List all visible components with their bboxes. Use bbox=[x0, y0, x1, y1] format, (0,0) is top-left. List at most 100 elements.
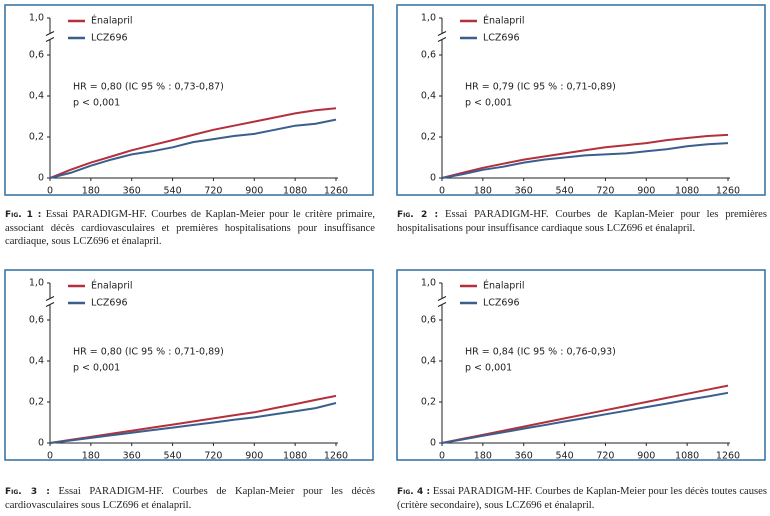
caption-text: Essai PARADIGM-HF. Courbes de Kaplan-Mei… bbox=[397, 486, 767, 511]
x-tick-label: 540 bbox=[556, 451, 574, 462]
legend-label: Énalapril bbox=[91, 280, 133, 292]
caption-label: Fig. 2 : bbox=[397, 210, 439, 220]
x-tick-label: 900 bbox=[245, 451, 263, 462]
legend-label: LCZ696 bbox=[91, 298, 128, 309]
x-tick-label: 0 bbox=[47, 186, 53, 197]
annotation: p < 0,001 bbox=[465, 98, 512, 109]
x-tick-label: 540 bbox=[556, 186, 574, 197]
annotation: HR = 0,79 (IC 95 % : 0,71-0,89) bbox=[465, 82, 616, 93]
legend-label: Énalapril bbox=[91, 15, 133, 27]
panel-border bbox=[396, 4, 766, 196]
y-tick-label: 0 bbox=[38, 438, 44, 449]
x-tick-label: 1080 bbox=[675, 186, 699, 197]
y-tick-label: 0,2 bbox=[421, 397, 436, 408]
x-tick-label: 180 bbox=[474, 451, 492, 462]
caption-text: Essai PARADIGM-HF. Courbes de Kaplan-Mei… bbox=[397, 209, 767, 234]
x-tick-label: 720 bbox=[596, 451, 614, 462]
legend-label: Énalapril bbox=[483, 280, 525, 292]
legend-label: LCZ696 bbox=[483, 33, 520, 44]
x-tick-label: 540 bbox=[164, 186, 182, 197]
caption-text: Essai PARADIGM-HF. Courbes de Kaplan-Mei… bbox=[5, 486, 375, 511]
annotation: HR = 0,84 (IC 95 % : 0,76-0,93) bbox=[465, 347, 616, 358]
caption: Fig. 2 : Essai PARADIGM-HF. Courbes de K… bbox=[397, 208, 767, 235]
y-tick-label: 1,0 bbox=[421, 278, 436, 289]
axis-break bbox=[437, 31, 447, 36]
line-series bbox=[49, 107, 337, 179]
line-series bbox=[441, 142, 729, 179]
panel-border bbox=[4, 269, 374, 461]
legend-label: LCZ696 bbox=[91, 33, 128, 44]
x-tick-label: 360 bbox=[123, 451, 141, 462]
x-tick-label: 360 bbox=[515, 451, 533, 462]
annotation: p < 0,001 bbox=[73, 363, 120, 374]
x-tick-label: 180 bbox=[474, 186, 492, 197]
axis-break bbox=[437, 302, 447, 307]
y-tick-label: 1,0 bbox=[29, 13, 44, 24]
line-series bbox=[441, 133, 729, 179]
x-tick-label: 0 bbox=[439, 451, 445, 462]
x-tick-label: 1260 bbox=[716, 186, 740, 197]
caption-label: Fig. 3 : bbox=[5, 487, 50, 497]
x-tick-label: 360 bbox=[515, 186, 533, 197]
legend-label: Énalapril bbox=[483, 15, 525, 27]
x-tick-label: 0 bbox=[439, 186, 445, 197]
y-tick-label: 0,4 bbox=[421, 356, 436, 367]
y-tick-label: 0,4 bbox=[421, 91, 436, 102]
x-tick-label: 1260 bbox=[324, 186, 348, 197]
caption-label: Fig. 4 : bbox=[397, 487, 431, 497]
axis-break bbox=[45, 296, 55, 301]
line-series bbox=[49, 394, 337, 444]
x-tick-label: 180 bbox=[82, 186, 100, 197]
x-tick-label: 180 bbox=[82, 451, 100, 462]
caption: Fig. 4 : Essai PARADIGM-HF. Courbes de K… bbox=[397, 485, 767, 512]
line-series bbox=[441, 384, 729, 444]
annotation: p < 0,001 bbox=[465, 363, 512, 374]
y-tick-label: 0,6 bbox=[29, 50, 44, 61]
x-tick-label: 1260 bbox=[324, 451, 348, 462]
y-tick-label: 1,0 bbox=[421, 13, 436, 24]
x-tick-label: 0 bbox=[47, 451, 53, 462]
x-tick-label: 900 bbox=[637, 451, 655, 462]
y-tick-label: 0,4 bbox=[29, 91, 44, 102]
y-tick-label: 0,6 bbox=[421, 50, 436, 61]
y-tick-label: 0,6 bbox=[29, 315, 44, 326]
x-tick-label: 720 bbox=[204, 451, 222, 462]
line-series bbox=[441, 391, 729, 444]
axis-break bbox=[45, 302, 55, 307]
annotation: HR = 0,80 (IC 95 % : 0,71-0,89) bbox=[73, 347, 224, 358]
panel-border bbox=[4, 4, 374, 196]
x-tick-label: 1080 bbox=[675, 451, 699, 462]
line-series bbox=[49, 402, 337, 444]
x-tick-label: 900 bbox=[637, 186, 655, 197]
x-tick-label: 720 bbox=[596, 186, 614, 197]
y-tick-label: 0,6 bbox=[421, 315, 436, 326]
y-tick-label: 0 bbox=[430, 438, 436, 449]
annotation: p < 0,001 bbox=[73, 98, 120, 109]
x-tick-label: 360 bbox=[123, 186, 141, 197]
line-series bbox=[49, 118, 337, 179]
y-tick-label: 1,0 bbox=[29, 278, 44, 289]
axis-break bbox=[437, 296, 447, 301]
y-tick-label: 0,4 bbox=[29, 356, 44, 367]
caption: Fig. 3 : Essai PARADIGM-HF. Courbes de K… bbox=[5, 485, 375, 512]
y-tick-label: 0,2 bbox=[29, 397, 44, 408]
x-tick-label: 1080 bbox=[283, 451, 307, 462]
y-tick-label: 0 bbox=[430, 173, 436, 184]
legend-label: LCZ696 bbox=[483, 298, 520, 309]
y-tick-label: 0 bbox=[38, 173, 44, 184]
x-tick-label: 720 bbox=[204, 186, 222, 197]
x-tick-label: 900 bbox=[245, 186, 263, 197]
x-tick-label: 540 bbox=[164, 451, 182, 462]
caption-label: Fig. 1 : bbox=[5, 210, 42, 220]
axis-break bbox=[45, 37, 55, 42]
y-tick-label: 0,2 bbox=[421, 132, 436, 143]
x-tick-label: 1080 bbox=[283, 186, 307, 197]
annotation: HR = 0,80 (IC 95 % : 0,73-0,87) bbox=[73, 82, 224, 93]
axis-break bbox=[437, 37, 447, 42]
axis-break bbox=[45, 31, 55, 36]
panel-border bbox=[396, 269, 766, 461]
y-tick-label: 0,2 bbox=[29, 132, 44, 143]
caption-text: Essai PARADIGM-HF. Courbes de Kaplan-Mei… bbox=[5, 209, 375, 247]
